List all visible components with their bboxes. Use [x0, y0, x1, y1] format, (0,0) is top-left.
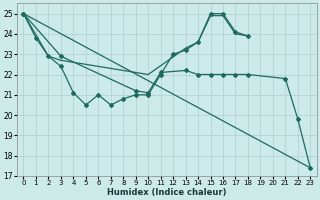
X-axis label: Humidex (Indice chaleur): Humidex (Indice chaleur): [107, 188, 227, 197]
